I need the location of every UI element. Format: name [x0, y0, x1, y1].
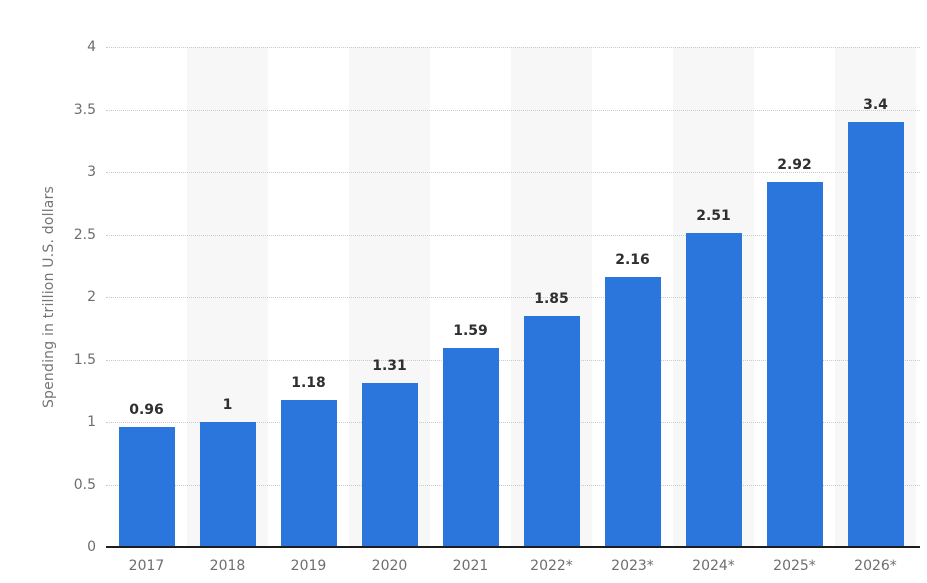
x-tick-label: 2023* — [611, 558, 654, 574]
x-axis-line — [106, 546, 920, 548]
bar[interactable] — [280, 399, 337, 547]
x-tick-label: 2019 — [290, 558, 327, 574]
gridline — [106, 109, 920, 111]
y-tick-label: 0 — [87, 539, 96, 555]
bar-value-label: 2.92 — [777, 157, 812, 173]
bar[interactable] — [604, 277, 661, 547]
y-tick-label: 1 — [87, 414, 96, 430]
gridline — [106, 47, 920, 48]
y-tick-label: 0.5 — [73, 476, 96, 493]
y-tick-label: 2 — [87, 289, 96, 305]
plot-area: 0.96 1 1.18 1.31 1.59 1.85 2.16 2.51 2.92 3.4 — [106, 47, 920, 548]
bar-value-label: 2.16 — [615, 252, 650, 268]
gridline — [106, 234, 920, 236]
gridline — [106, 484, 920, 486]
gridline — [106, 422, 920, 423]
bar-value-label: 0.96 — [129, 402, 164, 418]
y-tick-label: 3.5 — [73, 101, 96, 118]
bar-value-label: 1.59 — [453, 323, 488, 340]
y-tick-label: 4 — [87, 39, 96, 55]
gridline — [106, 359, 920, 361]
x-tick-label: 2021 — [452, 558, 489, 574]
x-tick-label: 2018 — [209, 558, 246, 574]
x-tick-label: 2025* — [773, 558, 816, 574]
bar-value-label: 1.18 — [291, 374, 326, 391]
x-tick-label: 2017 — [128, 558, 165, 574]
bar[interactable] — [766, 182, 823, 547]
y-tick-label: 2.5 — [73, 226, 96, 243]
bar-value-label: 1.85 — [534, 290, 569, 307]
x-tick-label: 2022* — [530, 558, 573, 574]
x-tick-label: 2024* — [692, 558, 735, 574]
gridline — [106, 172, 920, 173]
bar[interactable] — [442, 348, 499, 547]
bar-value-label: 1.31 — [372, 358, 407, 375]
x-tick-label: 2026* — [854, 558, 897, 574]
bar[interactable] — [118, 427, 175, 547]
y-tick-label: 3 — [87, 164, 96, 180]
y-tick-label: 1.5 — [73, 351, 96, 368]
bar[interactable] — [361, 383, 418, 547]
bar[interactable] — [847, 122, 904, 547]
gridline — [106, 297, 920, 298]
bar-value-label: 2.51 — [696, 208, 731, 225]
x-tick-label: 2020 — [371, 558, 408, 574]
bar-value-label: 3.4 — [863, 97, 888, 113]
bar[interactable] — [199, 422, 256, 547]
bar[interactable] — [685, 233, 742, 547]
bar[interactable] — [523, 315, 580, 547]
bar-value-label: 1 — [222, 397, 233, 413]
